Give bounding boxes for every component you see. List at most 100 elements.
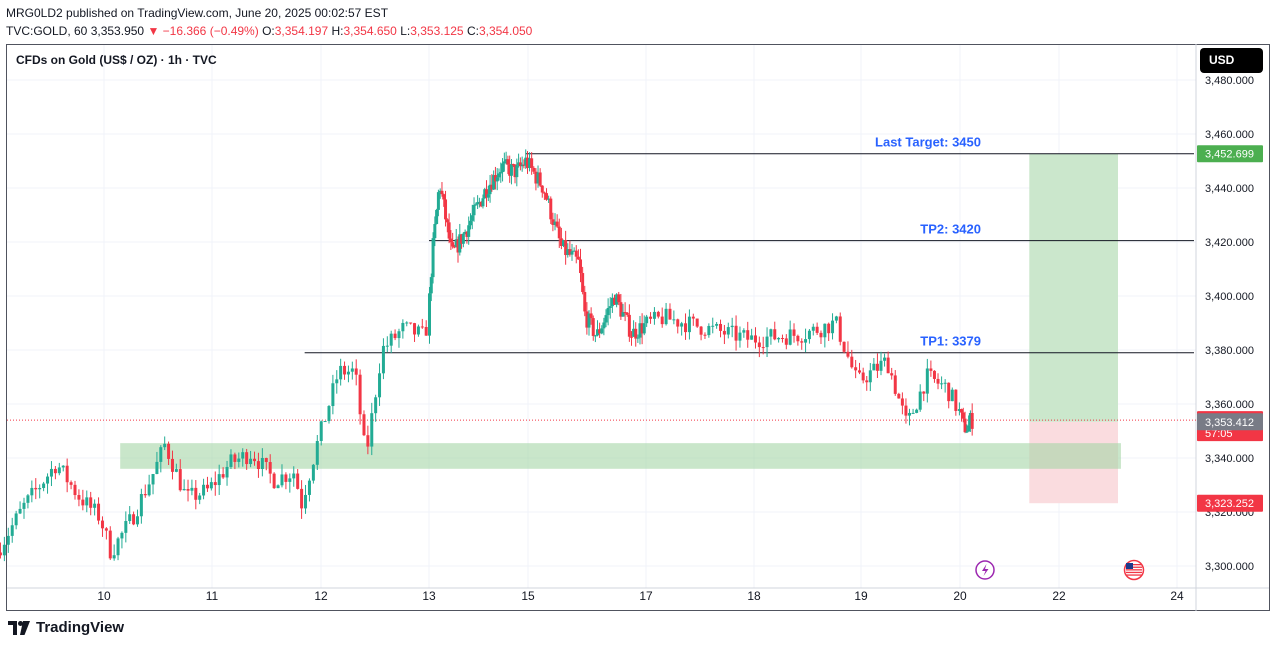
price-badge (1197, 413, 1263, 431)
candle-body (190, 487, 194, 491)
candle-body (591, 318, 595, 336)
candle-body (572, 250, 576, 252)
flag-stripe (1126, 564, 1142, 566)
candle-body (726, 327, 730, 335)
candle-body (773, 329, 777, 340)
candle-body (323, 421, 327, 423)
candle-body (769, 329, 773, 337)
candle-body (135, 516, 139, 525)
candle-body (497, 173, 501, 178)
us-flag-event-icon[interactable] (1123, 559, 1145, 581)
candle-body (22, 502, 26, 509)
candle-body (664, 308, 668, 325)
candle-body (680, 323, 684, 327)
candle-body (463, 231, 467, 234)
candle-body (381, 345, 385, 374)
candle-body (378, 373, 382, 398)
candle-body (97, 503, 101, 521)
candle-body (492, 175, 496, 190)
candle-body (435, 209, 439, 225)
candle-body (182, 489, 186, 491)
candle-body (499, 172, 503, 174)
candle-body (319, 421, 323, 442)
candle-body (695, 318, 699, 327)
candle-body (69, 482, 73, 485)
candle-body (456, 239, 460, 253)
candle-body (194, 487, 198, 500)
candle-body (788, 329, 792, 345)
candle-body (483, 189, 487, 199)
candle-body (504, 159, 508, 162)
candle-body (163, 443, 167, 448)
candle-body (256, 461, 260, 469)
footer-brand: TradingView (36, 619, 125, 636)
candle-body (963, 418, 967, 433)
candle-body (472, 204, 476, 216)
lightning-event-icon[interactable] (975, 560, 995, 580)
demand-zone (120, 443, 1121, 469)
candle-body (815, 326, 819, 333)
candle-body (151, 473, 155, 485)
candle-body (178, 469, 182, 491)
price-tick-label: 3,340.000 (1205, 453, 1254, 465)
candle-body (734, 325, 738, 341)
candle-body (14, 513, 18, 526)
candle-body (229, 454, 233, 467)
candle-body (438, 190, 442, 193)
candle-body (954, 389, 958, 411)
candle-body (538, 172, 542, 186)
time-tick-label: 13 (422, 589, 436, 603)
candle-body (81, 499, 85, 506)
candle-body (2, 544, 6, 556)
flag-stripe (1126, 566, 1142, 568)
candle-body (225, 466, 229, 478)
candle-body (967, 425, 971, 432)
header: MRG0LD2 published on TradingView.com, Ju… (6, 4, 532, 40)
candle-body (424, 326, 428, 336)
candle-body (276, 485, 280, 489)
currency-button[interactable]: USD (1200, 48, 1263, 73)
candle-body (233, 454, 237, 462)
candle-body (943, 382, 947, 384)
candle-body (393, 333, 397, 339)
candle-body (566, 249, 570, 256)
candle-body (53, 468, 57, 474)
candle-body (589, 313, 593, 319)
candle-body (807, 330, 811, 340)
candle-body (636, 337, 640, 339)
candle-body (932, 370, 936, 379)
candle-body (335, 379, 339, 384)
candle-body (100, 520, 104, 529)
candle-body (879, 360, 883, 371)
candle-body (155, 461, 159, 474)
candle-body (846, 351, 850, 357)
candle-body (649, 316, 653, 319)
candle-body (413, 323, 417, 335)
candle-body (454, 239, 458, 247)
candle-body (861, 372, 865, 381)
candle-body (623, 312, 627, 314)
candle-body (961, 412, 965, 419)
price-badge (1197, 494, 1263, 512)
candle-body (551, 219, 555, 225)
candle-body (486, 194, 490, 198)
candle-body (241, 452, 245, 459)
footer: TradingView (8, 619, 124, 636)
low-label: L: (400, 24, 411, 38)
candle-body (777, 337, 781, 340)
candle-body (350, 368, 354, 372)
candle-body (742, 330, 746, 333)
candle-body (366, 435, 370, 447)
candle-body (327, 406, 331, 422)
candle-body (433, 224, 437, 239)
candle-body (947, 382, 951, 402)
candle-body (540, 185, 544, 193)
candle-body (6, 535, 10, 545)
candle-body (730, 325, 734, 328)
candle-body (559, 238, 563, 246)
candle-body (957, 409, 961, 411)
price-badge-value: 3,353.412 (1205, 417, 1254, 429)
candle-body (429, 277, 433, 294)
candle-body (668, 308, 672, 320)
